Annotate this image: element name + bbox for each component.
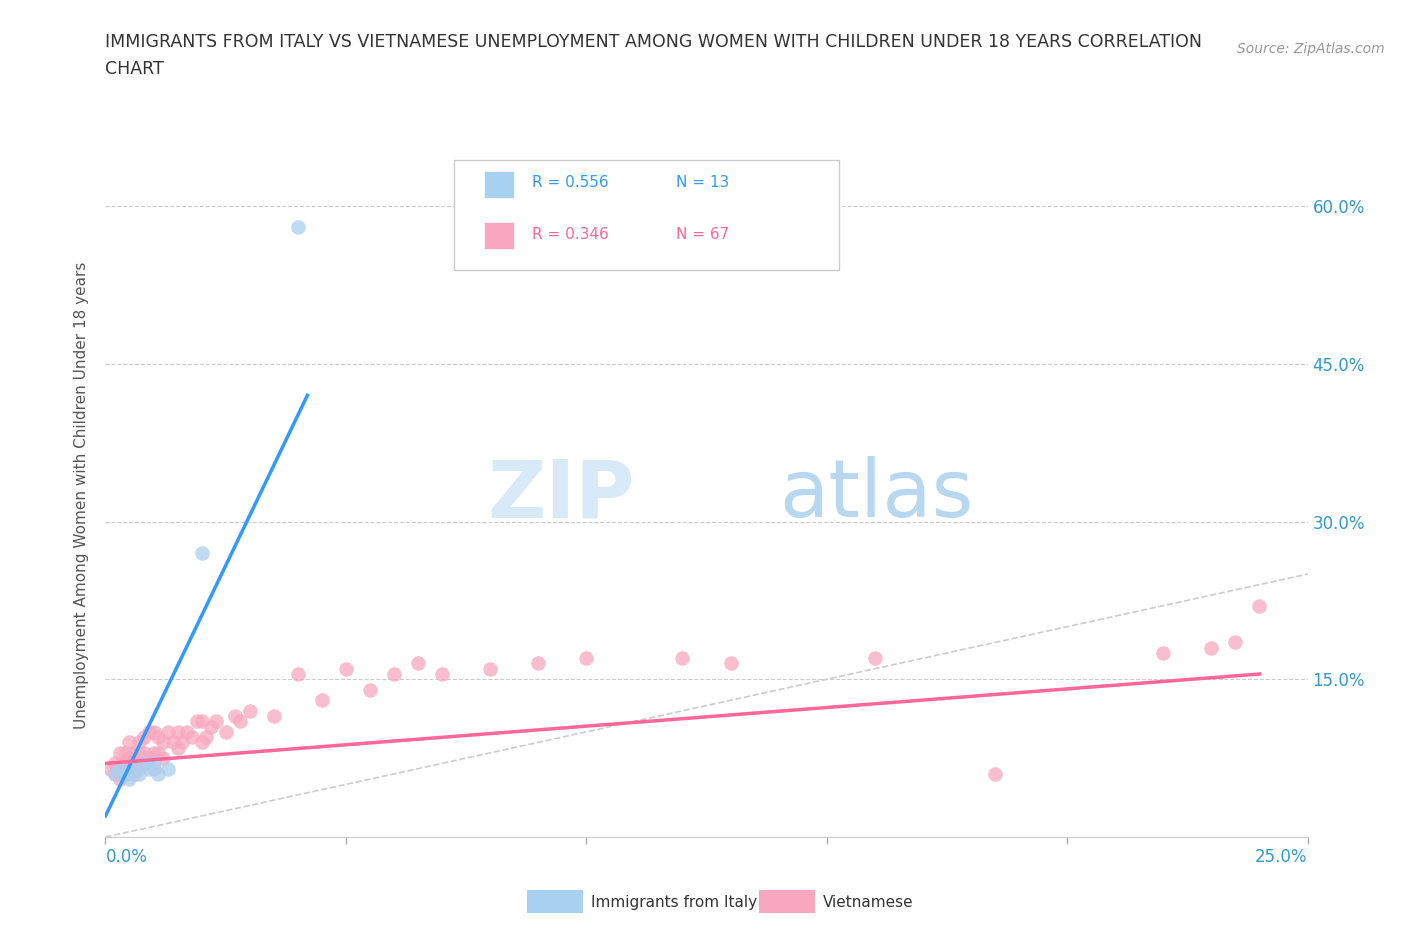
- Text: Source: ZipAtlas.com: Source: ZipAtlas.com: [1237, 42, 1385, 56]
- Text: 25.0%: 25.0%: [1256, 848, 1308, 866]
- Point: [98, 761, 121, 776]
- Point: [138, 751, 160, 765]
- Point: [108, 761, 131, 776]
- Point: [166, 740, 188, 755]
- Point: [205, 714, 228, 729]
- Point: [156, 761, 179, 776]
- Point: [124, 761, 146, 776]
- Point: [263, 709, 285, 724]
- Point: [114, 766, 136, 781]
- Point: [162, 735, 184, 750]
- Bar: [484, 170, 515, 198]
- Point: [311, 693, 333, 708]
- Point: [1225, 635, 1247, 650]
- Point: [172, 735, 194, 750]
- Point: [108, 761, 131, 776]
- Point: [195, 730, 218, 745]
- Text: Vietnamese: Vietnamese: [823, 895, 912, 910]
- Point: [118, 766, 141, 781]
- Point: [132, 756, 155, 771]
- Text: R = 0.346: R = 0.346: [533, 227, 609, 242]
- Text: Immigrants from Italy: Immigrants from Italy: [591, 895, 756, 910]
- Point: [104, 766, 127, 781]
- Point: [671, 651, 693, 666]
- FancyBboxPatch shape: [454, 160, 839, 270]
- Point: [118, 735, 141, 750]
- Point: [382, 667, 405, 682]
- Text: ZIP: ZIP: [486, 457, 634, 534]
- Point: [200, 719, 222, 734]
- Point: [138, 724, 160, 739]
- Text: atlas: atlas: [779, 457, 973, 534]
- Point: [156, 724, 179, 739]
- Point: [1249, 598, 1271, 613]
- Point: [181, 730, 204, 745]
- Point: [479, 661, 502, 676]
- Point: [142, 746, 165, 761]
- Point: [124, 756, 146, 771]
- Point: [104, 766, 127, 781]
- Point: [863, 651, 886, 666]
- Point: [224, 709, 246, 724]
- Point: [142, 756, 165, 771]
- Y-axis label: Unemployment Among Women with Children Under 18 years: Unemployment Among Women with Children U…: [75, 261, 90, 729]
- Text: CHART: CHART: [105, 60, 165, 78]
- Point: [152, 751, 174, 765]
- Text: N = 13: N = 13: [676, 176, 730, 191]
- Point: [359, 683, 381, 698]
- Point: [1201, 640, 1223, 655]
- Text: N = 67: N = 67: [676, 227, 730, 242]
- Text: R = 0.556: R = 0.556: [533, 176, 609, 191]
- Bar: [484, 222, 515, 249]
- Point: [148, 730, 170, 745]
- Point: [118, 772, 141, 787]
- Point: [118, 756, 141, 771]
- Point: [176, 724, 198, 739]
- Text: IMMIGRANTS FROM ITALY VS VIETNAMESE UNEMPLOYMENT AMONG WOMEN WITH CHILDREN UNDER: IMMIGRANTS FROM ITALY VS VIETNAMESE UNEM…: [105, 33, 1202, 50]
- Point: [430, 667, 453, 682]
- Point: [984, 766, 1007, 781]
- Point: [1152, 645, 1174, 660]
- Point: [527, 656, 550, 671]
- Point: [132, 730, 155, 745]
- Point: [214, 724, 236, 739]
- Point: [335, 661, 357, 676]
- Point: [142, 724, 165, 739]
- Point: [720, 656, 742, 671]
- Point: [108, 746, 131, 761]
- Point: [287, 219, 309, 234]
- Point: [148, 746, 170, 761]
- Point: [190, 546, 212, 561]
- Point: [108, 772, 131, 787]
- Text: 0.0%: 0.0%: [105, 848, 148, 866]
- Point: [239, 703, 262, 718]
- Point: [128, 761, 150, 776]
- Point: [128, 746, 150, 761]
- Point: [166, 724, 188, 739]
- Point: [575, 651, 598, 666]
- Point: [128, 766, 150, 781]
- Point: [114, 746, 136, 761]
- Point: [128, 735, 150, 750]
- Point: [186, 714, 208, 729]
- Point: [287, 667, 309, 682]
- Point: [104, 756, 127, 771]
- Point: [406, 656, 429, 671]
- Point: [132, 746, 155, 761]
- Point: [190, 714, 212, 729]
- Point: [114, 766, 136, 781]
- Point: [152, 735, 174, 750]
- Point: [138, 761, 160, 776]
- Point: [114, 756, 136, 771]
- Point: [132, 756, 155, 771]
- Point: [124, 746, 146, 761]
- Point: [124, 766, 146, 781]
- Point: [229, 714, 252, 729]
- Point: [190, 735, 212, 750]
- Point: [142, 761, 165, 776]
- Point: [118, 751, 141, 765]
- Point: [148, 766, 170, 781]
